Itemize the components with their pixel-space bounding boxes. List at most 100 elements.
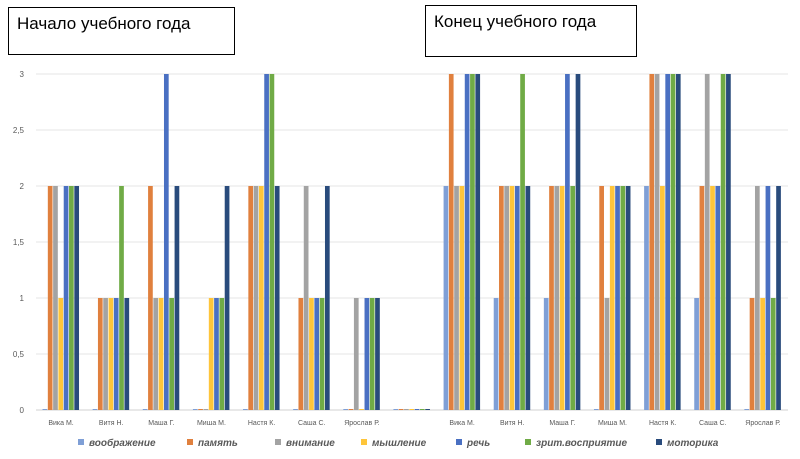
bar — [454, 186, 459, 410]
bar — [319, 298, 325, 410]
bar — [593, 409, 599, 410]
bar — [258, 186, 264, 410]
bar — [770, 298, 776, 410]
bar — [549, 186, 554, 410]
bar — [570, 186, 576, 410]
bar — [694, 298, 699, 410]
category-label: Витя Н. — [99, 420, 124, 427]
legend-label: моторика — [667, 438, 719, 449]
bar — [660, 186, 665, 410]
bar — [726, 74, 731, 410]
title-end-of-year-text: Конец учебного года — [434, 12, 597, 31]
bar — [393, 409, 399, 410]
bar — [375, 298, 380, 410]
bar — [198, 409, 203, 410]
bar — [448, 74, 454, 410]
bar — [353, 298, 359, 410]
bar — [208, 298, 214, 410]
category-label: Ярослав Р. — [344, 420, 379, 427]
bar — [604, 298, 610, 410]
bar — [163, 74, 169, 410]
category-label: Настя К. — [248, 420, 275, 427]
bar — [314, 298, 320, 410]
y-tick-label: 1 — [20, 294, 25, 303]
bar — [493, 298, 499, 410]
bar — [169, 298, 174, 410]
legend-label: память — [198, 438, 238, 449]
bar — [704, 74, 710, 410]
legend-label: речь — [466, 438, 490, 449]
bar — [520, 74, 525, 410]
bar — [409, 409, 415, 410]
bar — [398, 409, 404, 410]
bar — [559, 186, 565, 410]
bar — [92, 409, 98, 410]
bar — [744, 409, 750, 410]
bar — [269, 74, 275, 410]
category-label: Вика М. — [449, 420, 474, 427]
legend-label: мышление — [372, 438, 427, 449]
bar — [514, 186, 520, 410]
category-label: Настя К. — [649, 420, 676, 427]
category-label: Саша С. — [699, 420, 727, 427]
bar — [470, 74, 475, 410]
bar — [649, 74, 655, 410]
bar — [404, 409, 409, 410]
bar — [665, 74, 671, 410]
bar — [459, 186, 465, 410]
bar — [97, 298, 103, 410]
bar — [565, 74, 570, 410]
bar — [543, 298, 549, 410]
bar — [148, 186, 153, 410]
legend-swatch — [525, 439, 531, 445]
category-label: Вика М. — [48, 420, 73, 427]
bar — [63, 186, 69, 410]
y-axis-ticks: 0 0,5 1 1,5 2 2,5 3 — [13, 70, 25, 415]
bar — [475, 74, 481, 410]
category-label: Саша С. — [298, 420, 326, 427]
bar — [153, 298, 159, 410]
category-label: Маша Г. — [148, 420, 174, 427]
bar — [348, 409, 354, 410]
bar — [720, 74, 726, 410]
bar — [625, 186, 631, 410]
bar — [509, 186, 515, 410]
bar — [74, 186, 80, 410]
bar — [103, 298, 108, 410]
bar — [760, 298, 765, 410]
bars — [42, 74, 781, 410]
bar — [414, 409, 420, 410]
bar — [142, 409, 148, 410]
title-end-of-year: Конец учебного года — [425, 5, 637, 57]
bar — [203, 409, 209, 410]
bar — [615, 186, 620, 410]
legend-swatch — [456, 439, 462, 445]
bar — [754, 186, 760, 410]
bar — [715, 186, 721, 410]
bar — [443, 186, 449, 410]
bar — [699, 186, 705, 410]
bar — [765, 186, 771, 410]
category-label: Миша М. — [197, 420, 226, 427]
bar — [575, 74, 581, 410]
bar — [670, 74, 676, 410]
y-tick-label: 1,5 — [13, 238, 25, 247]
category-labels: Вика М. Витя Н. Маша Г. Миша М. Настя К. Саша… — [48, 420, 780, 427]
bar — [710, 186, 715, 410]
bar — [69, 186, 74, 410]
bar — [108, 298, 114, 410]
legend-label: зрит.восприятие — [536, 438, 628, 449]
category-label: Витя Н. — [500, 420, 525, 427]
category-label: Ярослав Р. — [745, 420, 780, 427]
y-tick-label: 2,5 — [13, 126, 25, 135]
bar — [174, 186, 180, 410]
bar — [248, 186, 254, 410]
bar — [464, 74, 470, 410]
bar — [58, 298, 64, 410]
y-tick-label: 3 — [20, 70, 25, 79]
bar — [214, 298, 219, 410]
bar — [47, 186, 53, 410]
legend-swatch — [187, 439, 193, 445]
bar — [219, 298, 225, 410]
